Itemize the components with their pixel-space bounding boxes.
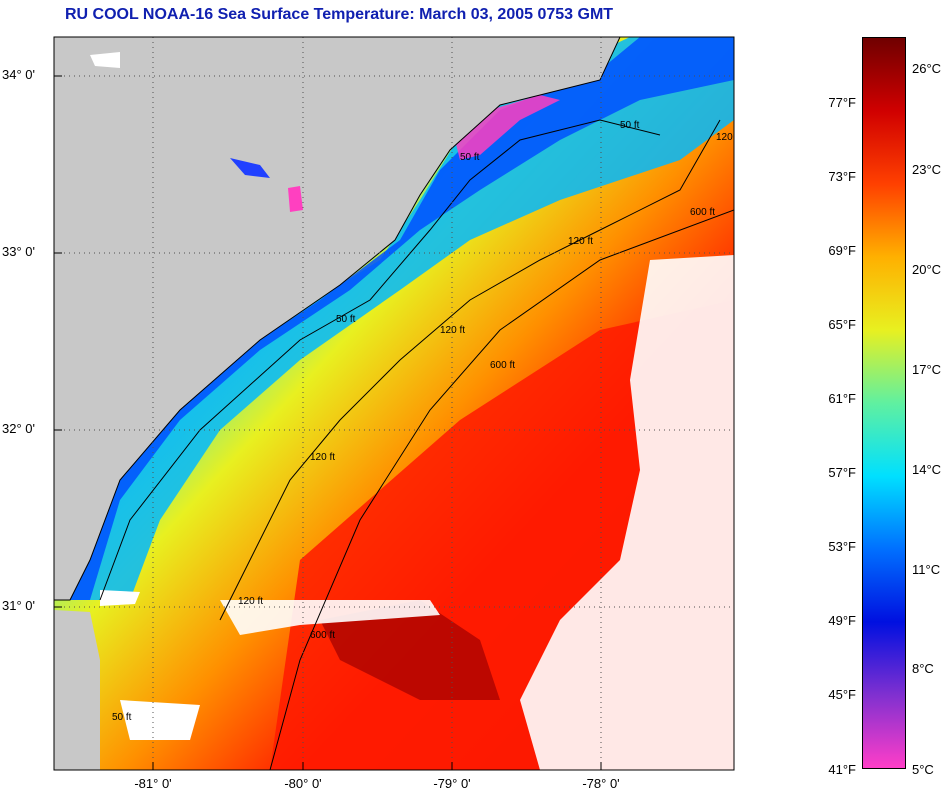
celsius-label: 26°C: [912, 61, 942, 76]
cloud-cover: [100, 590, 140, 606]
fahrenheit-label: 53°F: [828, 539, 856, 554]
contour-50ft: [99, 119, 661, 601]
fahrenheit-label: 65°F: [828, 317, 856, 332]
contour-label: 50 ft: [620, 120, 640, 131]
lake: [288, 186, 303, 212]
contour-label: 120 ft: [440, 325, 465, 336]
contour-label: 120 ft: [716, 132, 741, 143]
cloud-cover: [120, 700, 200, 740]
lake: [230, 158, 270, 178]
land-mass: [54, 37, 620, 600]
fahrenheit-label: 77°F: [828, 95, 856, 110]
fahrenheit-label: 57°F: [828, 465, 856, 480]
fahrenheit-label: 49°F: [828, 613, 856, 628]
coastline: [54, 37, 621, 601]
contour-label: 50 ft: [336, 314, 356, 325]
contour-label: 600 ft: [690, 207, 715, 218]
fahrenheit-label: 73°F: [828, 169, 856, 184]
land-south: [54, 610, 100, 770]
gulf-stream-dark: [320, 600, 500, 700]
fahrenheit-label: 69°F: [828, 243, 856, 258]
fahrenheit-label: 61°F: [828, 391, 856, 406]
fahrenheit-label: 45°F: [828, 687, 856, 702]
contour-label: 50 ft: [460, 152, 480, 163]
celsius-label: 20°C: [912, 262, 942, 277]
lat-label: 32° 0': [2, 421, 35, 436]
celsius-label: 5°C: [912, 762, 934, 777]
contour-120ft: [219, 119, 721, 621]
cold-magenta: [455, 95, 560, 160]
lon-label: -79° 0': [433, 776, 471, 791]
contour-label: 600 ft: [490, 360, 515, 371]
lat-label: 34° 0': [2, 67, 35, 82]
lon-label: -78° 0': [582, 776, 620, 791]
fahrenheit-label: 41°F: [828, 762, 856, 777]
celsius-label: 8°C: [912, 661, 934, 676]
cloud-cover: [220, 600, 440, 635]
lon-label: -81° 0': [134, 776, 172, 791]
contour-label: 120 ft: [568, 236, 593, 247]
cloud-cover: [520, 255, 734, 770]
celsius-label: 17°C: [912, 362, 942, 377]
lon-label: -80° 0': [284, 776, 322, 791]
temperature-colorbar: [862, 37, 906, 769]
nearshore-cold-band: [54, 37, 734, 600]
map-title: RU COOL NOAA-16 Sea Surface Temperature:…: [65, 6, 614, 23]
contour-label: 600 ft: [310, 630, 335, 641]
lat-label: 33° 0': [2, 244, 35, 259]
lat-label: 31° 0': [2, 598, 35, 613]
contour-label: 120 ft: [310, 452, 335, 463]
celsius-label: 14°C: [912, 462, 942, 477]
map-frame: [53, 36, 735, 771]
contour-600ft: [269, 209, 734, 770]
cloud-cover: [90, 52, 120, 68]
celsius-label: 23°C: [912, 162, 942, 177]
contour-label: 50 ft: [112, 712, 132, 723]
contour-label: 120 ft: [238, 596, 263, 607]
coastal-blue: [54, 37, 734, 600]
celsius-label: 11°C: [912, 562, 941, 577]
